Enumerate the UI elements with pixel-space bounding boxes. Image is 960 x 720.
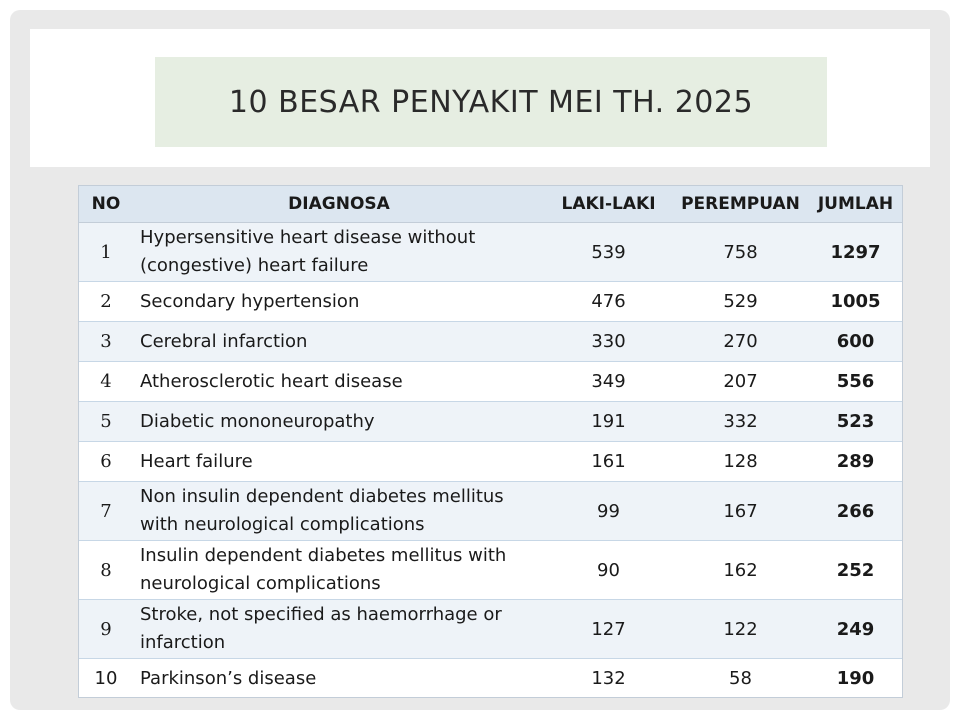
cell-perempuan: 207	[673, 361, 808, 402]
header-diagnosa: DIAGNOSA	[134, 185, 544, 223]
cell-diagnosa: Diabetic mononeuropathy	[134, 401, 544, 442]
cell-jumlah: 600	[808, 321, 903, 362]
header-perempuan: PEREMPUAN	[673, 185, 808, 223]
cell-diagnosa: Secondary hypertension	[134, 281, 544, 322]
cell-perempuan: 128	[673, 441, 808, 482]
cell-laki-laki: 349	[544, 361, 673, 402]
cell-jumlah: 289	[808, 441, 903, 482]
header-row: NO DIAGNOSA LAKI-LAKI PEREMPUAN JUMLAH	[78, 185, 903, 223]
cell-laki-laki: 127	[544, 599, 673, 659]
cell-perempuan: 122	[673, 599, 808, 659]
cell-jumlah: 523	[808, 401, 903, 442]
cell-no: 10	[78, 658, 134, 698]
table-body: 1 Hypersensitive heart disease without (…	[78, 222, 903, 698]
cell-no: 6	[78, 441, 134, 482]
cell-no: 1	[78, 222, 134, 282]
cell-no: 8	[78, 540, 134, 600]
table-row: 10 Parkinson’s disease 132 58 190	[78, 658, 903, 698]
cell-no: 2	[78, 281, 134, 322]
disease-table: NO DIAGNOSA LAKI-LAKI PEREMPUAN JUMLAH 1…	[78, 185, 903, 698]
cell-diagnosa: Insulin dependent diabetes mellitus with…	[134, 540, 544, 600]
cell-perempuan: 167	[673, 481, 808, 541]
cell-perempuan: 162	[673, 540, 808, 600]
cell-jumlah: 190	[808, 658, 903, 698]
table-row: 2 Secondary hypertension 476 529 1005	[78, 281, 903, 322]
cell-no: 7	[78, 481, 134, 541]
table-row: 7 Non insulin dependent diabetes mellitu…	[78, 481, 903, 541]
table-row: 8 Insulin dependent diabetes mellitus wi…	[78, 540, 903, 600]
table-header: NO DIAGNOSA LAKI-LAKI PEREMPUAN JUMLAH	[78, 185, 903, 223]
cell-jumlah: 556	[808, 361, 903, 402]
cell-jumlah: 1297	[808, 222, 903, 282]
cell-perempuan: 332	[673, 401, 808, 442]
cell-laki-laki: 539	[544, 222, 673, 282]
page-title: 10 BESAR PENYAKIT MEI TH. 2025	[228, 84, 754, 120]
header-no: NO	[78, 185, 134, 223]
cell-jumlah: 1005	[808, 281, 903, 322]
cell-diagnosa: Non insulin dependent diabetes mellitus …	[134, 481, 544, 541]
cell-no: 4	[78, 361, 134, 402]
cell-laki-laki: 191	[544, 401, 673, 442]
slide-background: 10 BESAR PENYAKIT MEI TH. 2025 NO DIAGNO…	[10, 10, 950, 710]
cell-jumlah: 266	[808, 481, 903, 541]
cell-laki-laki: 132	[544, 658, 673, 698]
table-row: 5 Diabetic mononeuropathy 191 332 523	[78, 401, 903, 442]
table-row: 6 Heart failure 161 128 289	[78, 441, 903, 482]
title-box: 10 BESAR PENYAKIT MEI TH. 2025	[155, 57, 827, 147]
cell-diagnosa: Parkinson’s disease	[134, 658, 544, 698]
cell-diagnosa: Stroke, not specified as haemorrhage or …	[134, 599, 544, 659]
cell-laki-laki: 330	[544, 321, 673, 362]
cell-jumlah: 252	[808, 540, 903, 600]
disease-table-container: NO DIAGNOSA LAKI-LAKI PEREMPUAN JUMLAH 1…	[78, 185, 903, 698]
cell-no: 9	[78, 599, 134, 659]
header-laki-laki: LAKI-LAKI	[544, 185, 673, 223]
cell-perempuan: 758	[673, 222, 808, 282]
cell-diagnosa: Cerebral infarction	[134, 321, 544, 362]
cell-diagnosa: Atherosclerotic heart disease	[134, 361, 544, 402]
cell-no: 3	[78, 321, 134, 362]
cell-jumlah: 249	[808, 599, 903, 659]
title-band: 10 BESAR PENYAKIT MEI TH. 2025	[30, 29, 930, 167]
table-row: 3 Cerebral infarction 330 270 600	[78, 321, 903, 362]
cell-perempuan: 58	[673, 658, 808, 698]
cell-laki-laki: 90	[544, 540, 673, 600]
cell-perempuan: 529	[673, 281, 808, 322]
table-row: 4 Atherosclerotic heart disease 349 207 …	[78, 361, 903, 402]
cell-laki-laki: 161	[544, 441, 673, 482]
cell-laki-laki: 99	[544, 481, 673, 541]
cell-no: 5	[78, 401, 134, 442]
cell-diagnosa: Heart failure	[134, 441, 544, 482]
cell-diagnosa: Hypersensitive heart disease without (co…	[134, 222, 544, 282]
cell-perempuan: 270	[673, 321, 808, 362]
table-row: 9 Stroke, not specified as haemorrhage o…	[78, 599, 903, 659]
table-row: 1 Hypersensitive heart disease without (…	[78, 222, 903, 282]
cell-laki-laki: 476	[544, 281, 673, 322]
header-jumlah: JUMLAH	[808, 185, 903, 223]
